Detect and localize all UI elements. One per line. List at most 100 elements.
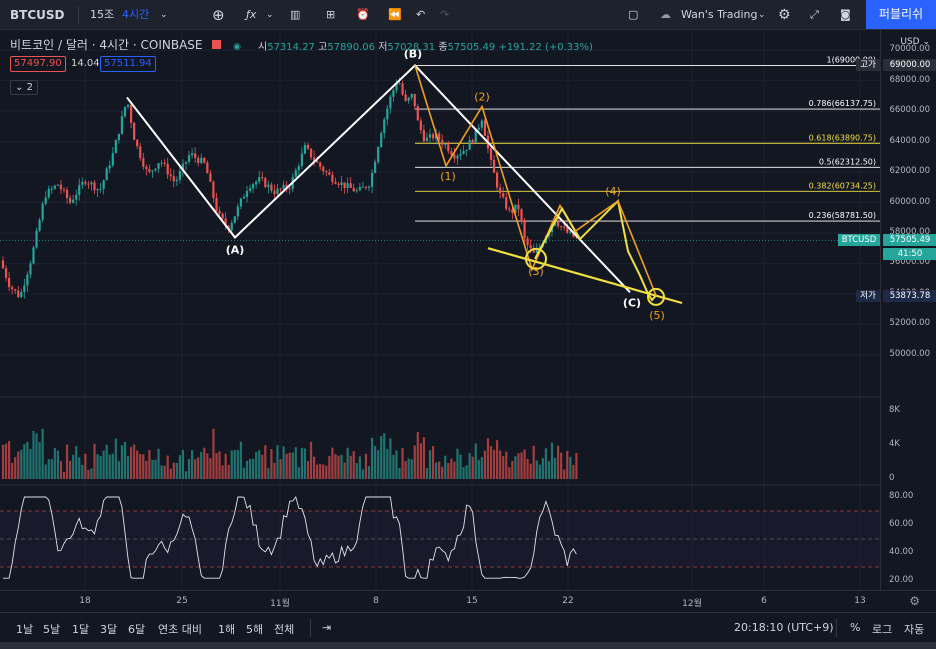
maximize-icon[interactable]: ⤢ <box>810 8 819 21</box>
templates-icon[interactable]: ⊞ <box>326 8 336 21</box>
volume-bar <box>553 457 557 479</box>
flag-icon[interactable] <box>212 40 222 49</box>
undo-icon[interactable]: ↶ <box>416 8 426 21</box>
interval-dropdown-icon[interactable]: ⌄ <box>160 10 168 20</box>
compare-add-icon[interactable]: ⊕ <box>212 6 225 24</box>
volume-bar <box>502 455 505 479</box>
candle-body <box>35 230 38 248</box>
replay-icon[interactable]: ⏪ <box>388 8 402 21</box>
fullscreen-layout-icon[interactable]: ▢ <box>628 8 639 21</box>
volume-bar <box>239 441 242 479</box>
projection-wave-line[interactable] <box>534 198 657 302</box>
volume-bar <box>59 461 63 479</box>
candle-body <box>447 144 450 152</box>
auto-toggle[interactable]: 자동 <box>904 623 925 636</box>
volume-bar <box>242 467 246 479</box>
volume-bar <box>377 450 380 479</box>
interval-4h-button[interactable]: 4시간 <box>122 8 150 21</box>
range-5y-button[interactable]: 5해 <box>246 623 264 636</box>
low-tag-label: 저가 <box>856 289 880 302</box>
volume-bar <box>398 467 401 479</box>
range-1m-button[interactable]: 1달 <box>72 623 90 636</box>
candle-body <box>566 227 569 233</box>
publish-button[interactable]: 퍼블리쉬 <box>866 0 936 29</box>
volume-bar <box>230 450 233 479</box>
volume-bar <box>331 447 334 479</box>
candle-body <box>111 153 114 166</box>
candle-body <box>23 285 26 292</box>
camera-icon[interactable]: ◙ <box>840 8 851 21</box>
candle-body <box>407 97 410 101</box>
range-all-button[interactable]: 전체 <box>274 623 295 636</box>
range-1y-button[interactable]: 1해 <box>218 623 236 636</box>
candle-body <box>62 189 66 191</box>
price-axis[interactable]: USD ⌄ 70000.00 68000.00 66000.00 64000.00 62… <box>880 30 936 590</box>
volume-bar <box>184 471 188 479</box>
range-6m-button[interactable]: 6달 <box>128 623 146 636</box>
volume-bar <box>334 454 337 479</box>
range-5d-button[interactable]: 5날 <box>43 623 61 636</box>
layout-name-button[interactable]: Wan's Trading <box>681 8 758 21</box>
currency-selector[interactable]: USD ⌄ <box>900 37 930 47</box>
range-3m-button[interactable]: 3달 <box>100 623 118 636</box>
volume-bar <box>96 454 99 479</box>
volume-bar <box>175 462 178 479</box>
price-tick-label: 52000.00 <box>889 318 930 329</box>
interval-15-button[interactable]: 15조 <box>90 8 115 21</box>
settings-gear-icon[interactable]: ⚙ <box>778 7 791 23</box>
volume-bar <box>508 467 511 479</box>
candle-body <box>255 181 258 185</box>
ohlc-values: 시57314.27 고57890.06 저57028.31 종57505.49 … <box>258 38 593 53</box>
elliott-wave-drawings[interactable]: (A) (B) (C) (1) (2) (3) (4) (5) <box>126 47 683 322</box>
time-axis[interactable]: ⚙ 18 25 11월 8 15 22 12월 6 13 <box>0 590 936 612</box>
volume-bar <box>157 448 160 479</box>
symbol-search-button[interactable]: BTCUSD <box>10 8 65 22</box>
layout-dropdown-icon[interactable]: ⌄ <box>758 10 766 20</box>
goto-date-icon[interactable]: ⇥ <box>322 621 332 634</box>
candle-body <box>242 196 246 199</box>
volume-bar <box>560 452 563 479</box>
candle-body <box>303 145 307 154</box>
percent-toggle[interactable]: % <box>850 621 861 634</box>
projection-orange-line[interactable] <box>574 199 657 296</box>
range-1d-button[interactable]: 1날 <box>16 623 34 636</box>
trendline[interactable] <box>487 247 683 305</box>
close-label: 종 <box>438 42 448 53</box>
volume-bar <box>4 443 8 479</box>
volume-bar <box>206 453 209 479</box>
candle-body <box>160 162 163 164</box>
indicator-collapse-button[interactable]: ⌄ 2 <box>10 80 38 95</box>
ask-price-box[interactable]: 57511.94 <box>100 56 156 72</box>
candle-body <box>206 162 209 174</box>
indicators-icon[interactable]: ƒx <box>246 8 257 21</box>
candle-body <box>462 150 465 154</box>
volume-bar <box>404 460 407 479</box>
candle-body <box>87 183 90 185</box>
candle-body <box>438 133 441 140</box>
chart-type-icon[interactable]: ▥ <box>290 8 301 21</box>
volume-bar <box>352 451 355 479</box>
wave-5-circle[interactable] <box>647 287 665 306</box>
candle-body <box>355 190 358 192</box>
candle-body <box>508 208 511 210</box>
log-toggle[interactable]: 로그 <box>872 623 893 636</box>
abc-wave-line[interactable] <box>126 64 631 294</box>
clock[interactable]: 20:18:10 (UTC+9) <box>734 621 834 634</box>
candle-body <box>413 93 416 107</box>
low-label: 저 <box>378 42 388 53</box>
volume-bar <box>136 450 139 479</box>
candle-body <box>410 93 413 98</box>
candle-body <box>294 170 297 177</box>
axis-settings-icon[interactable]: ⚙ <box>909 594 920 608</box>
volume-bar <box>26 441 29 479</box>
indicators-dropdown-icon[interactable]: ⌄ <box>266 10 274 20</box>
range-ytd-button[interactable]: 연초 대비 <box>158 623 202 636</box>
bid-price-box[interactable]: 57497.90 <box>10 56 66 72</box>
volume-bar <box>41 428 44 479</box>
alert-icon[interactable]: ⏰ <box>356 8 370 21</box>
volume-bar <box>261 454 264 479</box>
chart-area[interactable]: 1(69000.00) 0.786(66137.75) 0.618(63890.75… <box>0 30 880 590</box>
candle-body <box>273 190 276 194</box>
volume-bar <box>291 452 294 479</box>
wave-3-circle[interactable] <box>525 247 547 270</box>
